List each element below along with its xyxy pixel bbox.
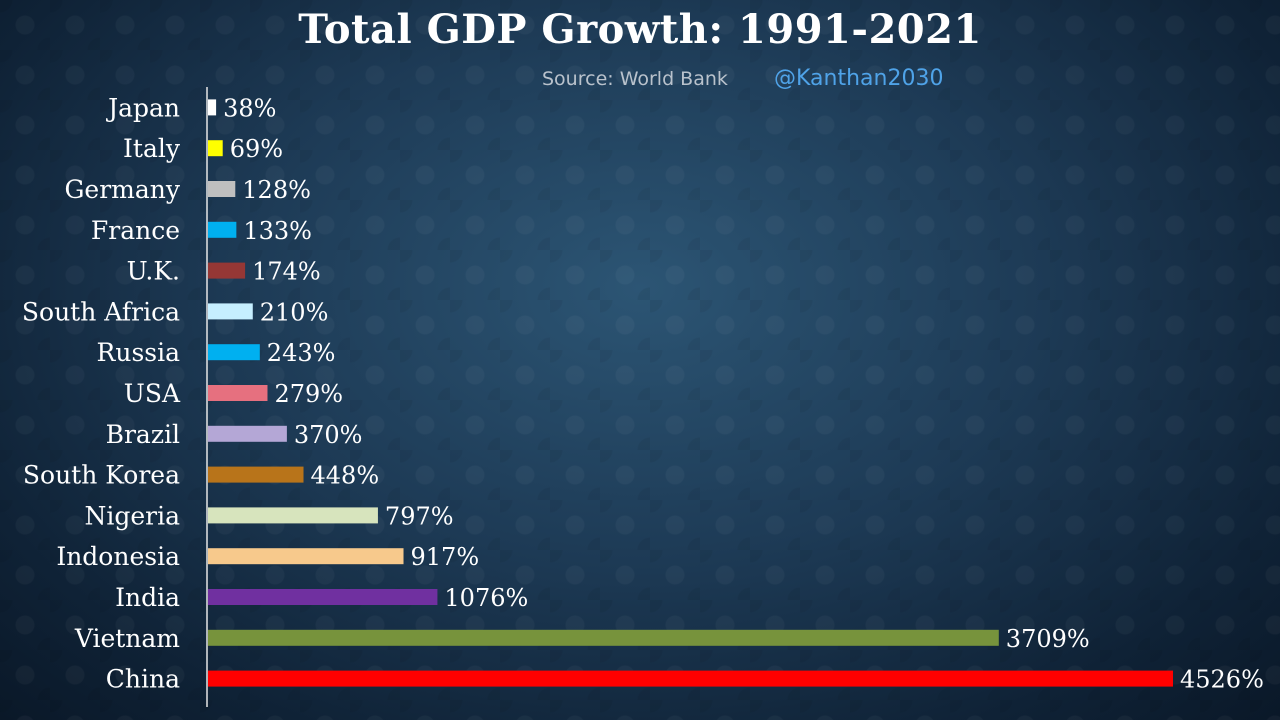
bar: [208, 181, 236, 197]
data-label: 917%: [411, 543, 480, 571]
category-label: Indonesia: [56, 542, 180, 571]
data-label: 1076%: [444, 584, 528, 612]
data-label: 38%: [223, 94, 276, 122]
bar: [208, 425, 287, 442]
data-label: 174%: [252, 258, 321, 286]
bar: [208, 303, 253, 320]
bar: [208, 385, 268, 401]
bar: [208, 589, 438, 605]
data-label: 133%: [243, 217, 312, 245]
bar: [208, 466, 304, 483]
bar: [208, 344, 260, 361]
bar: [208, 99, 217, 116]
author-handle: @Kanthan2030: [774, 66, 944, 91]
source-text: Source: World Bank: [542, 68, 728, 90]
bar: [208, 629, 999, 646]
category-label: Brazil: [106, 420, 180, 449]
category-label: Russia: [97, 338, 181, 367]
category-label: Japan: [105, 93, 180, 122]
category-label: China: [106, 665, 180, 694]
category-label: India: [115, 583, 180, 612]
category-label: Germany: [64, 175, 180, 204]
bar: [208, 221, 237, 238]
data-label: 370%: [294, 421, 363, 449]
category-label: Vietnam: [74, 624, 180, 653]
bar: [208, 140, 223, 157]
data-label: 279%: [274, 380, 343, 408]
data-label: 128%: [242, 176, 311, 204]
category-label: South Africa: [22, 297, 180, 326]
bar: [208, 262, 246, 279]
category-label: U.K.: [127, 257, 180, 286]
bar: [208, 548, 404, 565]
category-label: South Korea: [23, 461, 180, 490]
category-label: Italy: [123, 134, 181, 163]
category-label: Nigeria: [84, 501, 180, 530]
data-label: 210%: [260, 298, 329, 326]
data-label: 69%: [230, 135, 283, 163]
data-label: 797%: [385, 502, 454, 530]
data-label: 448%: [311, 462, 380, 490]
chart-title: Total GDP Growth: 1991-2021: [298, 6, 982, 53]
category-label: USA: [124, 379, 181, 408]
category-label: France: [91, 216, 180, 245]
bar: [208, 507, 378, 524]
bar: [208, 670, 1173, 687]
data-label: 4526%: [1180, 666, 1264, 694]
data-label: 3709%: [1006, 625, 1090, 653]
data-label: 243%: [267, 339, 336, 367]
